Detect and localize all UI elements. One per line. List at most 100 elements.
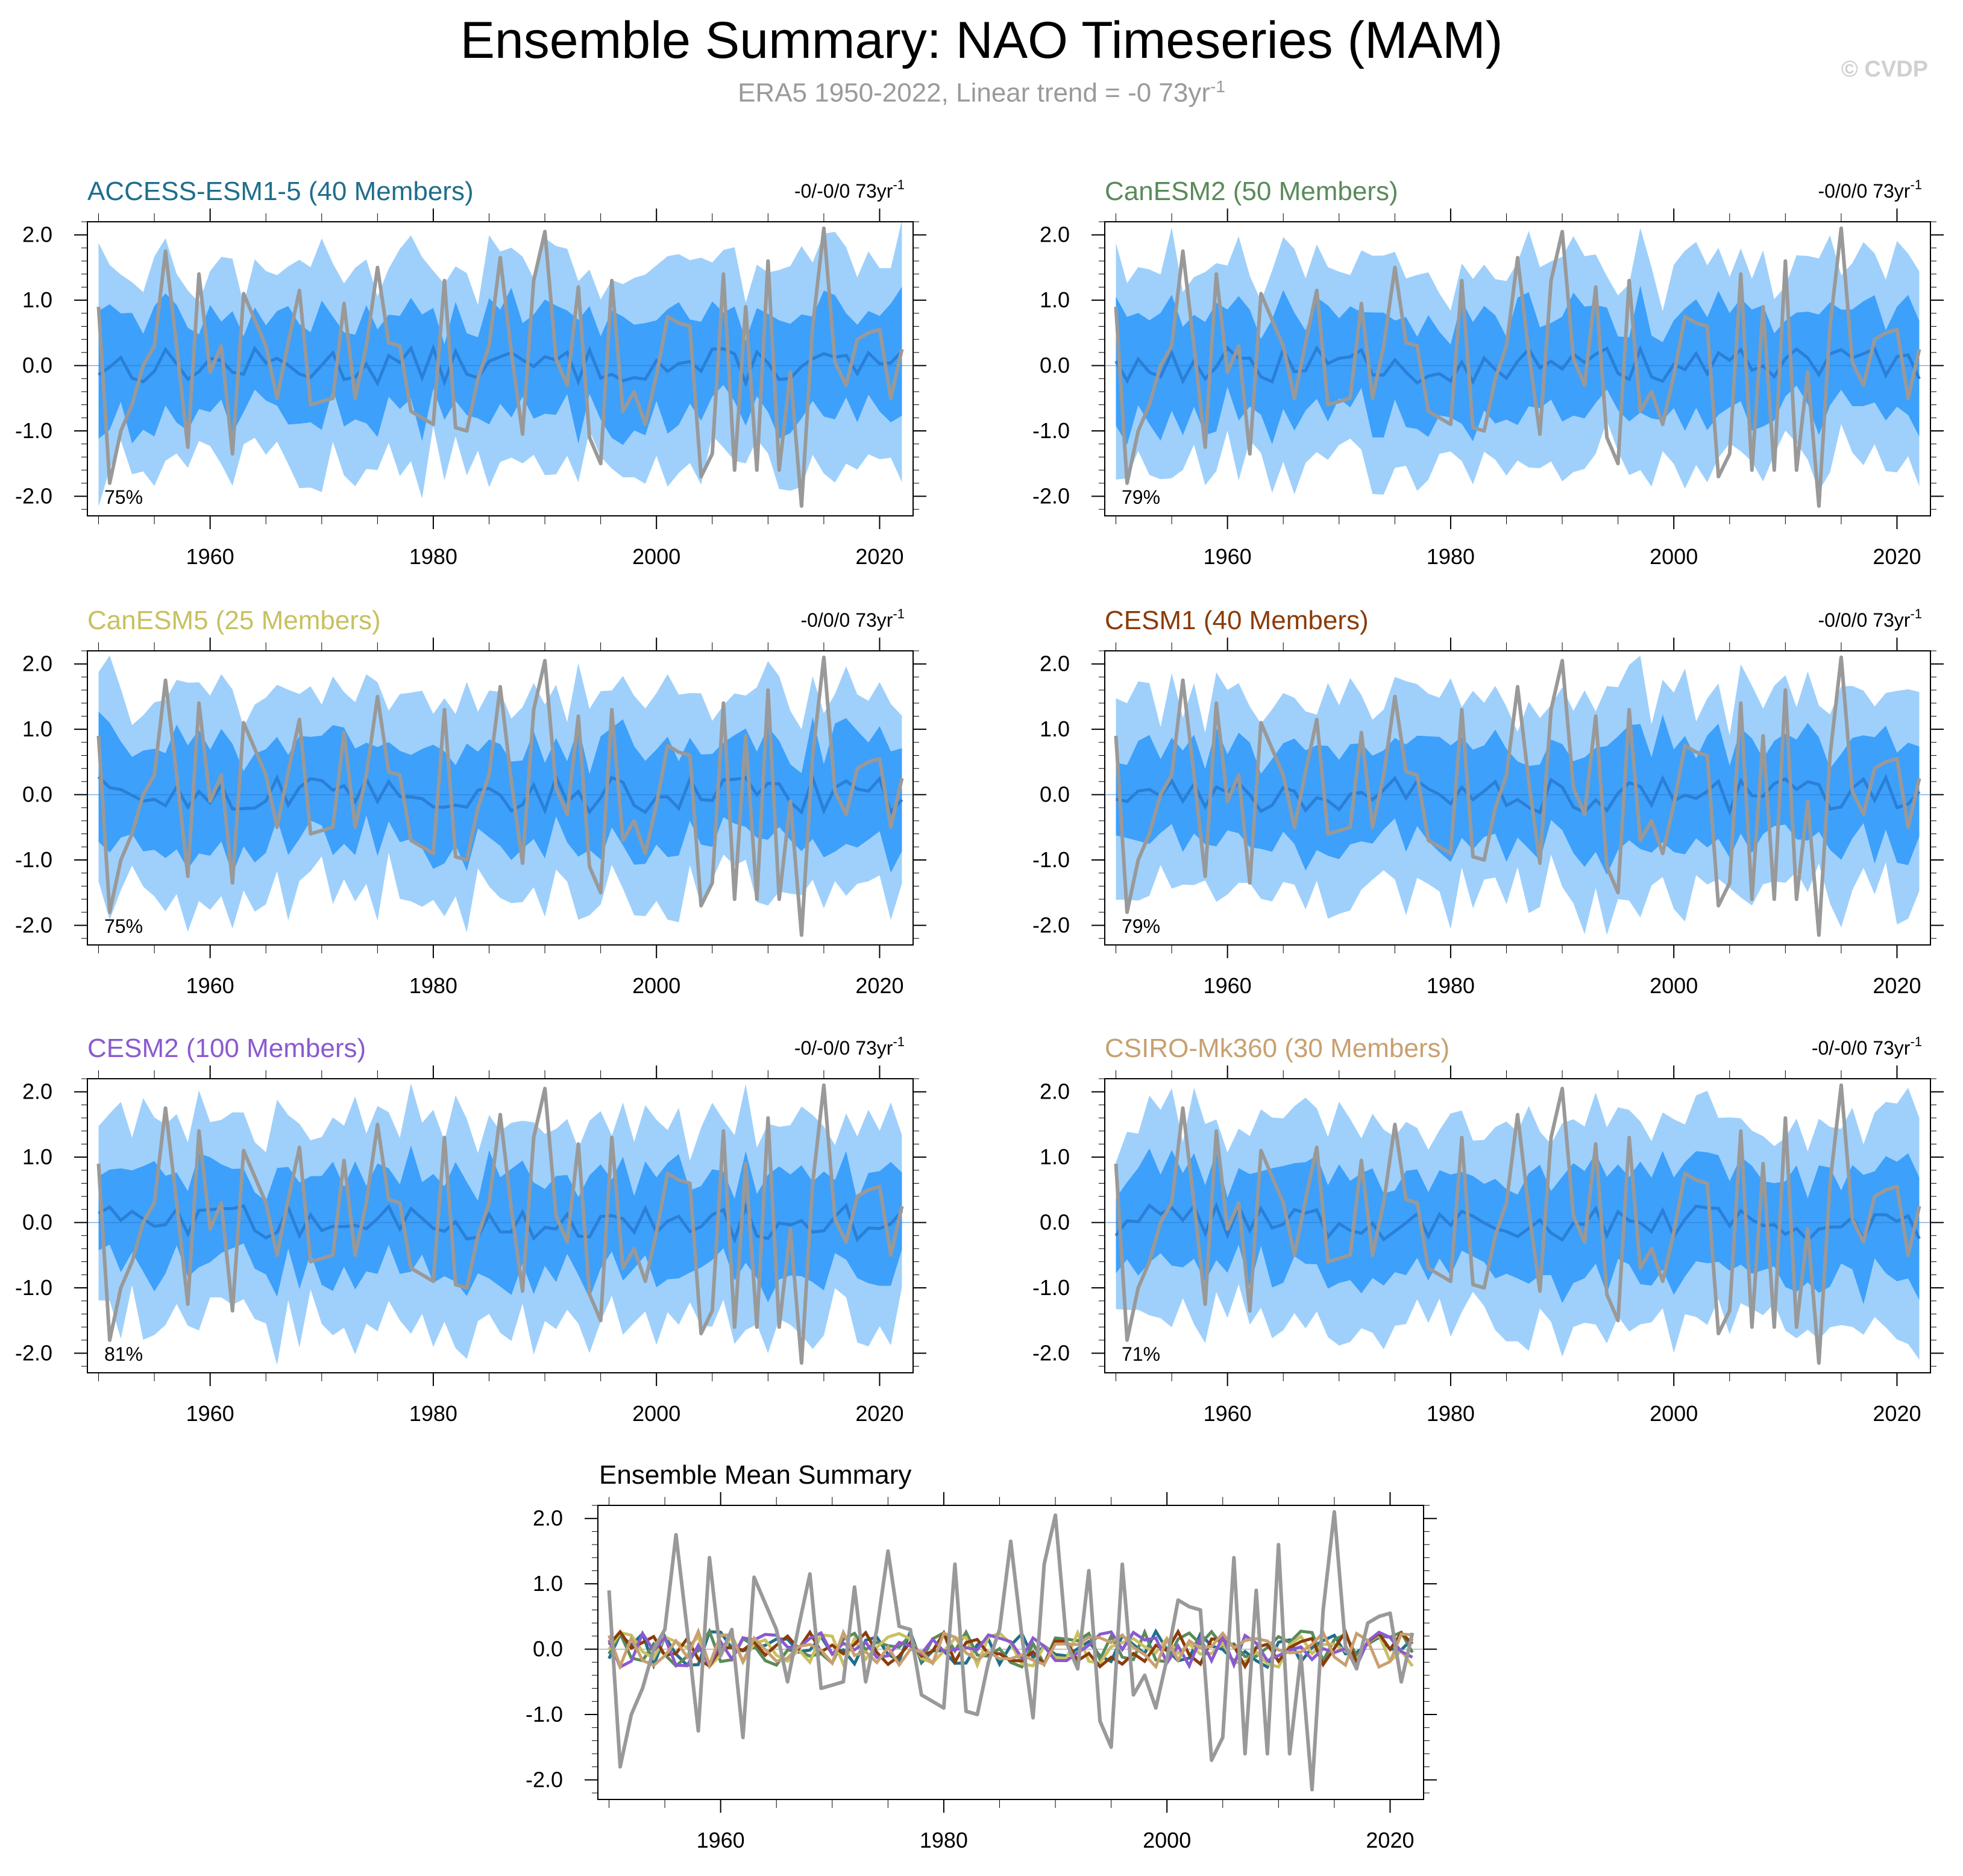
- x-tick-label: 1980: [409, 544, 457, 569]
- model-mean-csiro-mk360: [608, 1627, 1413, 1671]
- plot-area: [87, 655, 913, 937]
- y-tick-label: 1.0: [22, 1144, 52, 1169]
- x-tick-label: 2000: [632, 1401, 680, 1426]
- x-tick-label: 2020: [1366, 1828, 1414, 1852]
- x-tick-label: 2000: [1650, 1401, 1698, 1426]
- ensemble-mean-line: [98, 344, 903, 387]
- page-subtitle: ERA5 1950-2022, Linear trend = -0 73yr-1: [0, 77, 1963, 108]
- x-tick-label: 2000: [1650, 973, 1698, 998]
- y-tick-label: 2.0: [22, 1079, 52, 1104]
- watermark: © CVDP: [1841, 57, 1928, 82]
- y-tick-label: 0.0: [533, 1637, 563, 1661]
- trend-sup: -1: [1910, 606, 1922, 621]
- plot-area: [87, 222, 913, 508]
- x-tick-label: 1960: [1204, 973, 1252, 998]
- y-tick-label: 0.0: [22, 353, 52, 378]
- x-tick-label: 1960: [1204, 1401, 1252, 1426]
- subtitle-sup: -1: [1210, 77, 1225, 96]
- trend-label: -0/0/0 73yr-1: [1818, 177, 1922, 202]
- x-tick-label: 1960: [697, 1828, 745, 1852]
- x-tick-label: 2020: [1873, 544, 1921, 569]
- trend-label: -0/0/0 73yr-1: [1818, 606, 1922, 631]
- y-tick-label: 1.0: [22, 287, 52, 312]
- percent-label: 75%: [104, 915, 143, 937]
- trend-sup: -1: [1910, 177, 1922, 192]
- percent-label: 79%: [1122, 486, 1160, 508]
- x-tick-label: 1980: [920, 1828, 968, 1852]
- page-title: Ensemble Summary: NAO Timeseries (MAM): [460, 11, 1503, 69]
- chart-panel-canesm2: CanESM2 (50 Members) -0/0/0 73yr-1 2.0 1.0 0…: [1032, 177, 1944, 569]
- panel-title: CSIRO-Mk360 (30 Members): [1105, 1034, 1449, 1063]
- plot-frame: [1104, 1078, 1931, 1373]
- x-tick-label: 2000: [632, 973, 680, 998]
- x-tick-label: 2020: [855, 544, 903, 569]
- observed-series: [607, 1510, 1415, 1792]
- observed-series: [96, 226, 904, 508]
- y-tick-label: 2.0: [1040, 1079, 1070, 1104]
- trend-sup: -1: [1910, 1034, 1922, 1049]
- y-tick-label: -1.0: [15, 1275, 52, 1300]
- plot-frame: [87, 221, 914, 516]
- y-tick-label: 1.0: [1040, 717, 1070, 741]
- trend-label: -0/-0/0 73yr-1: [794, 177, 905, 202]
- panel-title: ACCESS-ESM1-5 (40 Members): [87, 177, 474, 206]
- ensemble-mean-line: [1115, 774, 1921, 817]
- x-tick-label: 2020: [1873, 1401, 1921, 1426]
- ensemble-mean-line: [1114, 345, 1921, 385]
- x-tick-label: 2020: [855, 1401, 903, 1426]
- y-tick-label: -1.0: [15, 418, 52, 443]
- trend-label: -0/-0/0 73yr-1: [1812, 1034, 1922, 1059]
- plot-frame: [1104, 650, 1931, 946]
- panel-title: CESM1 (40 Members): [1105, 606, 1369, 635]
- y-tick-label: 2.0: [1040, 651, 1070, 676]
- ensemble-mean-line: [1114, 1202, 1921, 1243]
- x-tick-label: 2000: [632, 544, 680, 569]
- panel-title: CESM2 (100 Members): [87, 1034, 366, 1063]
- plot-frame: [1104, 221, 1931, 516]
- y-tick-label: 1.0: [1040, 1144, 1070, 1169]
- y-tick-label: -1.0: [1032, 1275, 1070, 1300]
- y-tick-label: 1.0: [1040, 287, 1070, 312]
- y-tick-label: -2.0: [15, 483, 52, 508]
- trend-sup: -1: [893, 177, 905, 192]
- y-tick-label: -2.0: [15, 912, 52, 937]
- x-tick-label: 2000: [1143, 1828, 1191, 1852]
- x-tick-label: 1980: [1427, 973, 1475, 998]
- x-tick-label: 2020: [1873, 973, 1921, 998]
- x-tick-label: 2000: [1650, 544, 1698, 569]
- ensemble-mean-line: [97, 773, 903, 815]
- y-tick-label: 0.0: [22, 1210, 52, 1235]
- x-tick-label: 1980: [409, 973, 457, 998]
- chart-panel-cesm1: CESM1 (40 Members) -0/0/0 73yr-1 2.0 1.0 0.0…: [1032, 606, 1944, 998]
- y-tick-label: 1.0: [22, 717, 52, 741]
- chart-panel-canesm5: CanESM5 (25 Members) -0/0/0 73yr-1 2.0 1.0 0…: [15, 606, 926, 998]
- chart-panel-summary: Ensemble Mean Summary 2.0 1.0 0.0 -1.0 -2.0 19…: [526, 1460, 1437, 1852]
- plot-area: [1105, 655, 1930, 937]
- plot-area: [87, 1083, 913, 1366]
- plot-frame: [87, 650, 914, 946]
- x-tick-label: 1960: [186, 1401, 234, 1426]
- observed-series: [1114, 655, 1921, 937]
- y-tick-label: -2.0: [1032, 912, 1070, 937]
- y-tick-label: -2.0: [1032, 1340, 1070, 1365]
- subtitle-text: ERA5 1950-2022, Linear trend = -0 73yr: [738, 78, 1211, 108]
- band-inner: [1116, 285, 1920, 445]
- y-tick-label: -1.0: [1032, 847, 1070, 872]
- y-tick-label: -2.0: [15, 1340, 52, 1365]
- percent-label: 75%: [104, 486, 143, 508]
- trend-sup: -1: [893, 1034, 905, 1049]
- model-mean-cesm1: [608, 1628, 1414, 1670]
- panel-title: Ensemble Mean Summary: [599, 1460, 911, 1490]
- y-tick-label: 2.0: [533, 1506, 563, 1531]
- x-tick-label: 1960: [186, 973, 234, 998]
- trend-label: -0/-0/0 73yr-1: [794, 1034, 905, 1059]
- panel-title: CanESM2 (50 Members): [1105, 177, 1398, 206]
- x-tick-label: 1980: [1427, 544, 1475, 569]
- y-tick-label: -1.0: [526, 1702, 563, 1727]
- trend-sup: -1: [893, 606, 905, 621]
- chart-panel-csiro-mk360: CSIRO-Mk360 (30 Members) -0/-0/0 73yr-1 2.…: [1032, 1034, 1944, 1426]
- observed-series: [96, 655, 904, 937]
- y-tick-label: -1.0: [1032, 418, 1070, 443]
- trend-label: -0/0/0 73yr-1: [800, 606, 905, 631]
- band-inner: [1116, 1148, 1920, 1305]
